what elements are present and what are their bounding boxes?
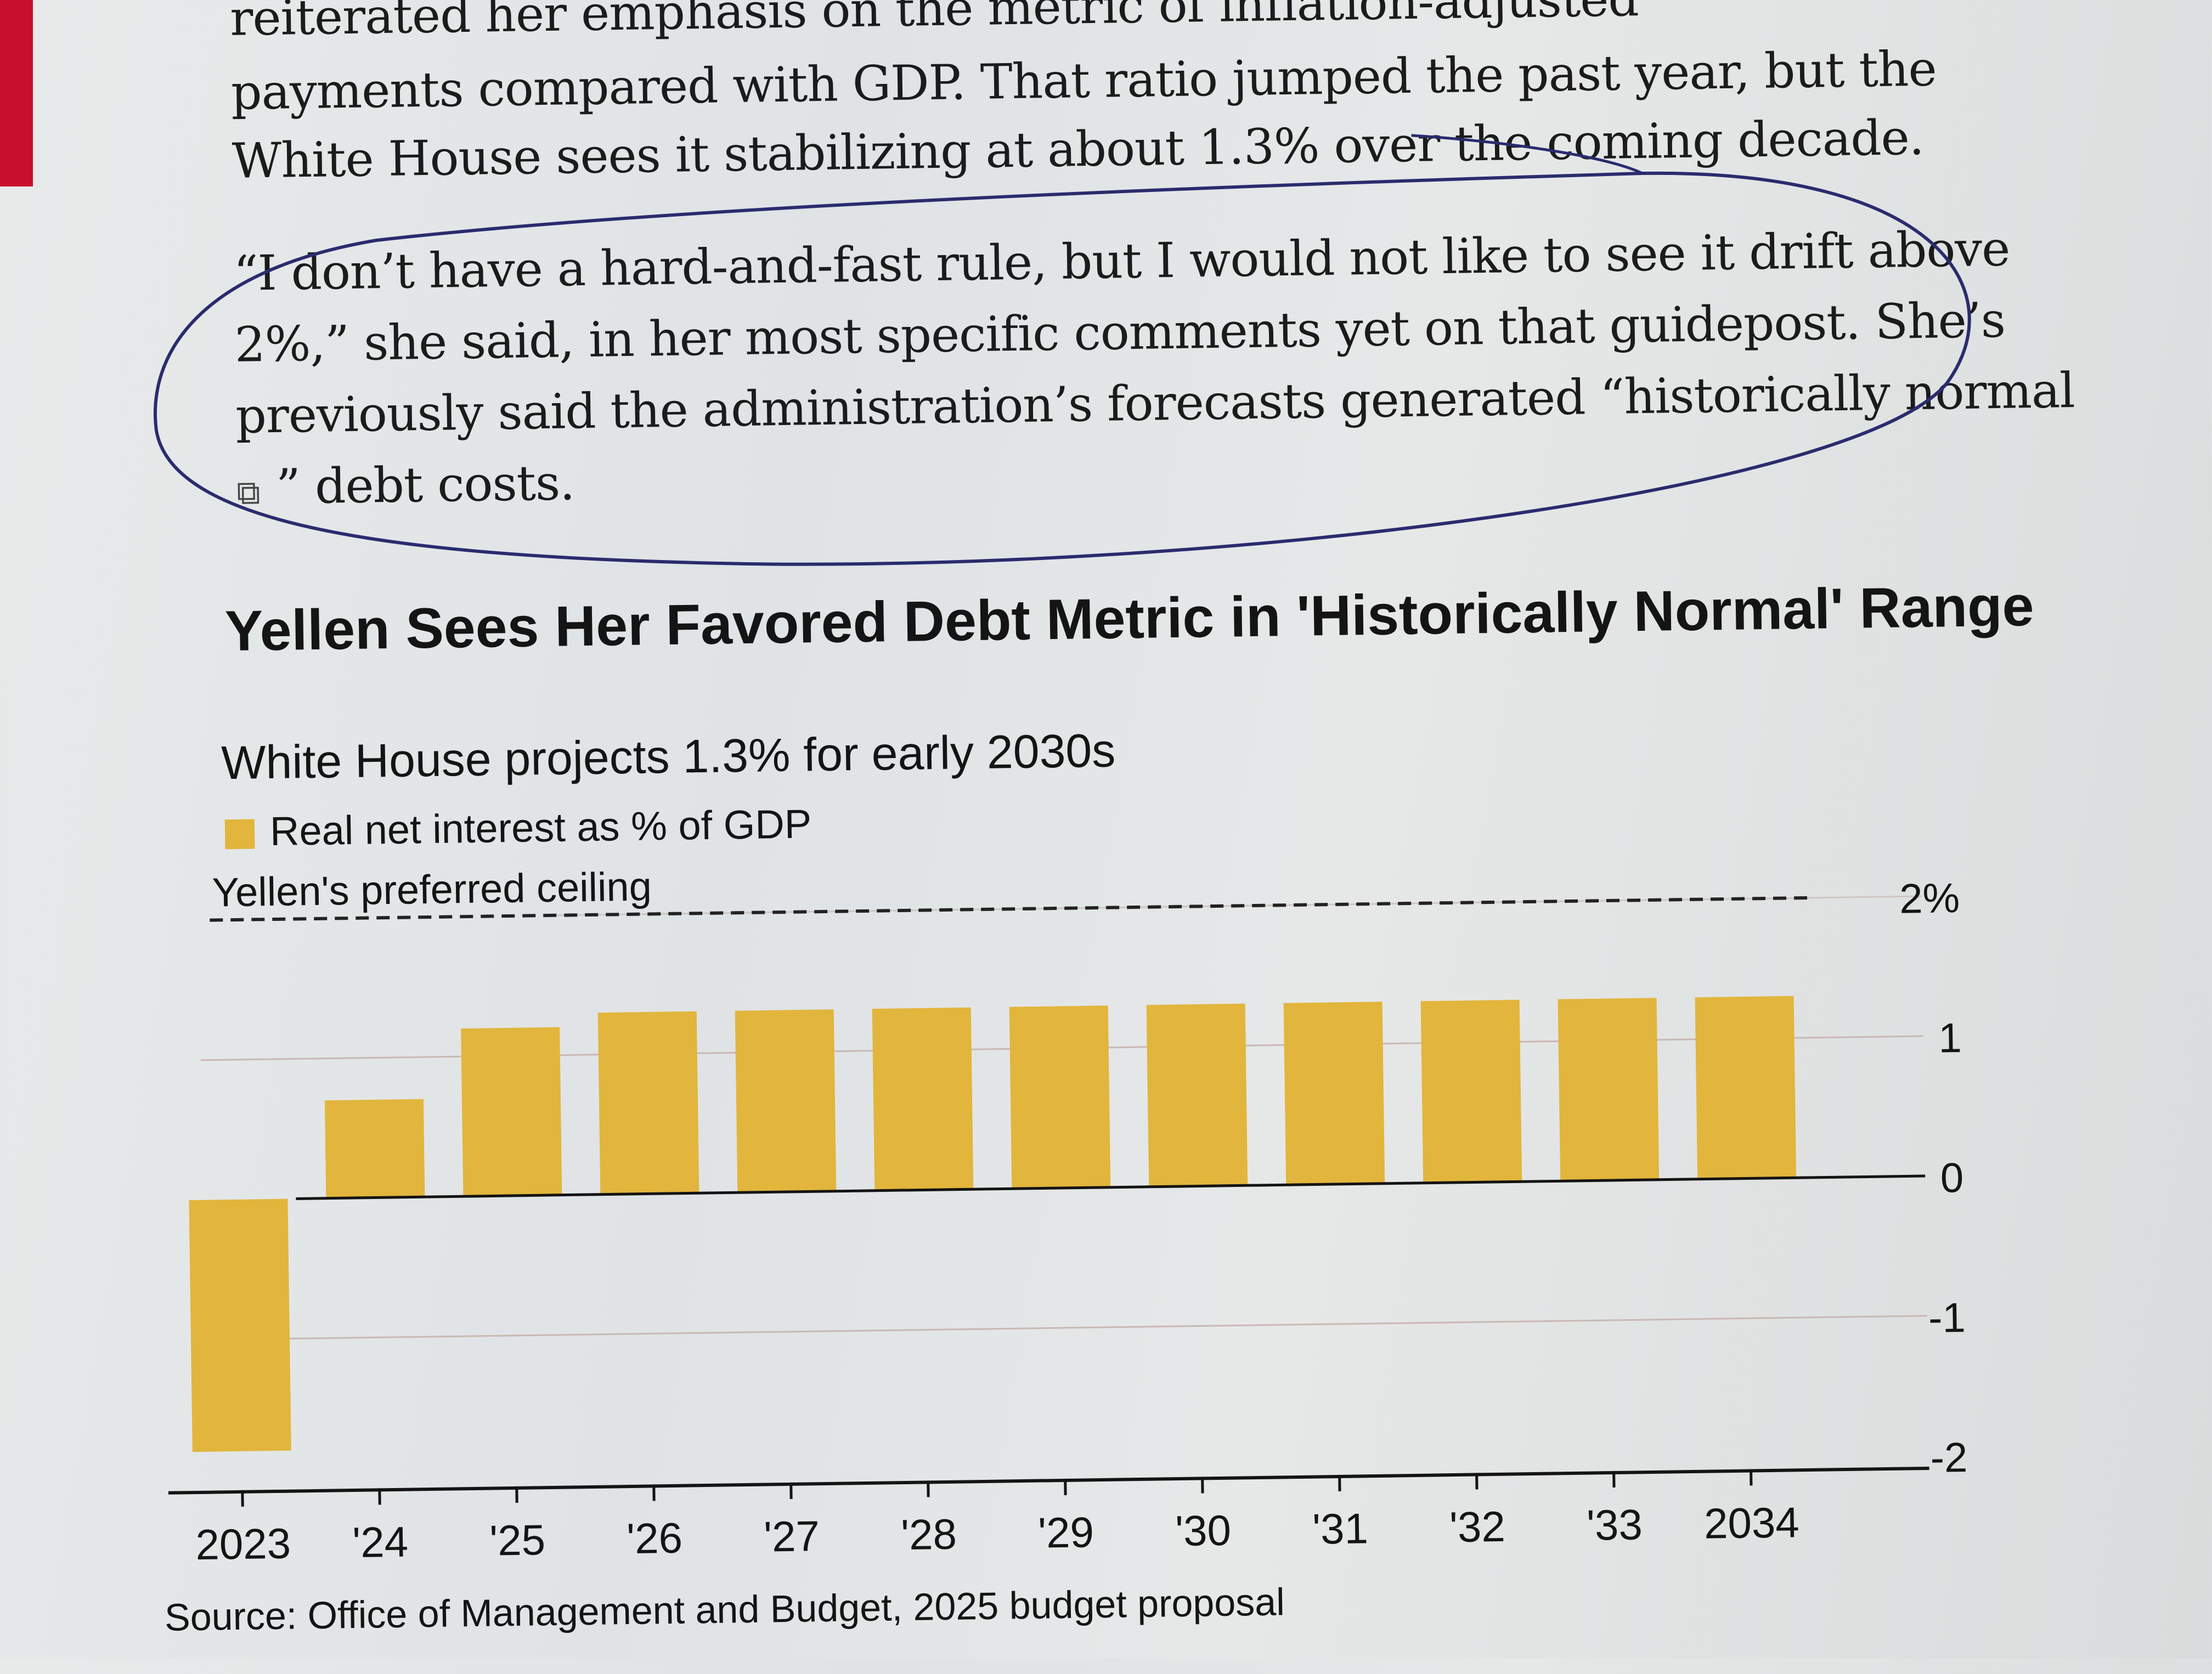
bar xyxy=(872,1008,974,1191)
x-tick-label: '29 xyxy=(1038,1508,1094,1557)
x-tick-label: '30 xyxy=(1175,1506,1232,1555)
bar xyxy=(1009,1005,1111,1189)
y-tick-label: -1 xyxy=(1928,1294,1966,1342)
bar xyxy=(1147,1004,1248,1187)
y-tick-label: -2 xyxy=(1930,1434,1968,1481)
x-tick-label: 2034 xyxy=(1704,1498,1800,1547)
bar xyxy=(1558,998,1660,1181)
x-tick-label: 2023 xyxy=(195,1519,291,1569)
y-tick-label: 0 xyxy=(1940,1155,1963,1202)
gridline xyxy=(205,1316,1927,1340)
bar xyxy=(598,1011,699,1195)
x-tick-label: '27 xyxy=(764,1512,820,1560)
bar xyxy=(1284,1002,1385,1185)
x-tick-label: '28 xyxy=(901,1510,957,1559)
x-tick-label: '31 xyxy=(1312,1504,1369,1553)
x-tick-label: '24 xyxy=(352,1518,409,1566)
x-tick-label: '26 xyxy=(627,1514,683,1563)
x-tick-label: '33 xyxy=(1587,1500,1643,1549)
bar xyxy=(735,1009,837,1192)
bar xyxy=(1421,1000,1522,1183)
y-tick-label: 1 xyxy=(1938,1015,1962,1062)
ceiling-dashed-line xyxy=(210,898,1812,920)
bar xyxy=(461,1027,562,1196)
bar xyxy=(325,1099,425,1198)
bar xyxy=(189,1199,291,1452)
x-tick-label: '25 xyxy=(489,1515,546,1564)
bar xyxy=(1695,996,1797,1179)
x-axis-line xyxy=(168,1468,1929,1493)
y-tick-label: 2% xyxy=(1899,875,1960,923)
x-tick-label: '32 xyxy=(1449,1502,1506,1551)
